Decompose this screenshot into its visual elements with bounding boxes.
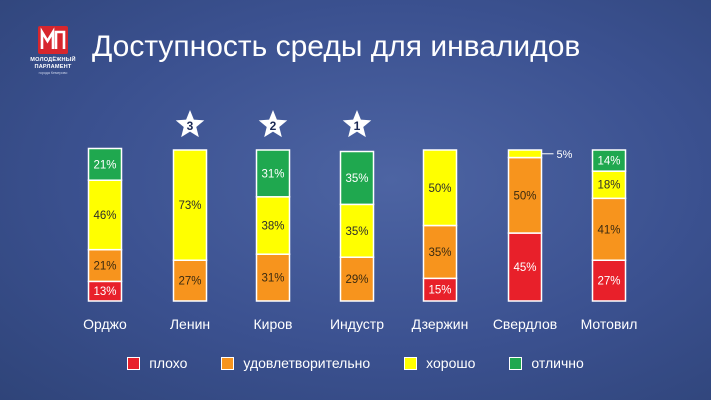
data-label-киров-хорошо: 38%: [261, 221, 284, 233]
legend-item-удовлетворительно: удовлетворительно: [221, 355, 370, 371]
rank-star-icon-индустр: [342, 110, 372, 138]
data-label-ленин-хорошо: 73%: [178, 200, 201, 212]
bar-segment-индустр-отлично: [339, 150, 375, 206]
legend-item-отлично: отлично: [509, 355, 584, 371]
legend-swatch: [404, 356, 418, 370]
bar-segment-дзержин-удовлетворительно: [422, 224, 458, 280]
legend-swatch: [509, 356, 523, 370]
data-label-дзержин-хорошо: 50%: [428, 183, 451, 195]
legend-item-плохо: плохо: [127, 355, 187, 371]
rank-star-icon-киров: [258, 110, 288, 138]
logo-text-line1: МОЛОДЁЖНЫЙ: [30, 57, 76, 63]
category-label-дзержин: Дзержин: [412, 316, 469, 332]
bar-segment-киров-хорошо: [255, 196, 291, 255]
legend-swatch: [221, 356, 235, 370]
bar-segment-киров-отлично: [255, 149, 291, 198]
data-label-мотовил-удовлетворительно: 41%: [597, 224, 620, 236]
data-label-киров-удовлетворительно: 31%: [261, 273, 284, 285]
legend: плохо удовлетворительно хорошо отлично: [0, 352, 711, 374]
logo-mark-icon: [38, 26, 68, 54]
logo: МОЛОДЁЖНЫЙ ПАРЛАМЕНТ города Кемерово: [30, 26, 76, 78]
data-label-индустр-хорошо: 35%: [345, 226, 368, 238]
bar-segment-мотовил-отлично: [591, 149, 627, 172]
logo-subtitle: города Кемерово: [38, 71, 68, 75]
legend-label: удовлетворительно: [243, 355, 371, 371]
data-label-индустр-удовлетворительно: 29%: [345, 274, 368, 286]
legend-label: отлично: [531, 355, 584, 371]
bar-segment-индустр-удовлетворительно: [339, 256, 375, 302]
logo-text-line2: ПАРЛАМЕНТ: [34, 64, 72, 70]
callout-label-свердлов: 5%: [557, 149, 573, 161]
legend-item-хорошо: хорошо: [404, 355, 475, 371]
bar-segment-киров-удовлетворительно: [255, 253, 291, 302]
category-label-ленин: Ленин: [170, 316, 210, 332]
rank-number-индустр: 1: [354, 119, 361, 133]
bar-segment-ленин-хорошо: [172, 149, 208, 261]
data-label-орджо-хорошо: 46%: [93, 210, 116, 222]
chart-title: Доступность среды для инвалидов: [92, 30, 581, 63]
bar-segment-дзержин-хорошо: [422, 149, 458, 227]
data-label-мотовил-плохо: 27%: [597, 276, 620, 288]
data-label-индустр-отлично: 35%: [345, 173, 368, 185]
bar-segment-свердлов-хорошо: [507, 149, 543, 159]
bar-segment-орджо-отлично: [87, 147, 123, 181]
legend-swatch: [127, 356, 141, 370]
data-label-киров-отлично: 31%: [261, 168, 284, 180]
bar-segment-индустр-хорошо: [339, 203, 375, 258]
rank-star-icon-ленин: [175, 110, 205, 138]
category-label-индустр: Индустр: [330, 316, 384, 332]
category-label-свердлов: Свердлов: [493, 316, 557, 332]
data-label-дзержин-удовлетворительно: 35%: [428, 247, 451, 259]
data-label-свердлов-плохо: 45%: [513, 262, 536, 274]
rank-number-киров: 2: [270, 119, 277, 133]
data-label-орджо-отлично: 21%: [93, 159, 116, 171]
data-label-мотовил-отлично: 14%: [597, 156, 620, 168]
category-label-мотовил: Мотовил: [581, 316, 638, 332]
rank-number-ленин: 3: [187, 119, 194, 133]
data-label-мотовил-хорошо: 18%: [597, 180, 620, 192]
legend-label: плохо: [149, 355, 188, 371]
category-label-киров: Киров: [254, 316, 293, 332]
legend-label: хорошо: [426, 355, 476, 371]
data-label-орджо-удовлетворительно: 21%: [93, 261, 116, 273]
bar-segment-свердлов-удовлетворительно: [507, 156, 543, 234]
data-label-орджо-плохо: 13%: [93, 286, 116, 298]
data-label-дзержин-плохо: 15%: [428, 285, 451, 297]
data-label-свердлов-удовлетворительно: 50%: [513, 190, 536, 202]
category-label-орджо: Орджо: [83, 316, 127, 332]
data-label-ленин-удовлетворительно: 27%: [178, 276, 201, 288]
